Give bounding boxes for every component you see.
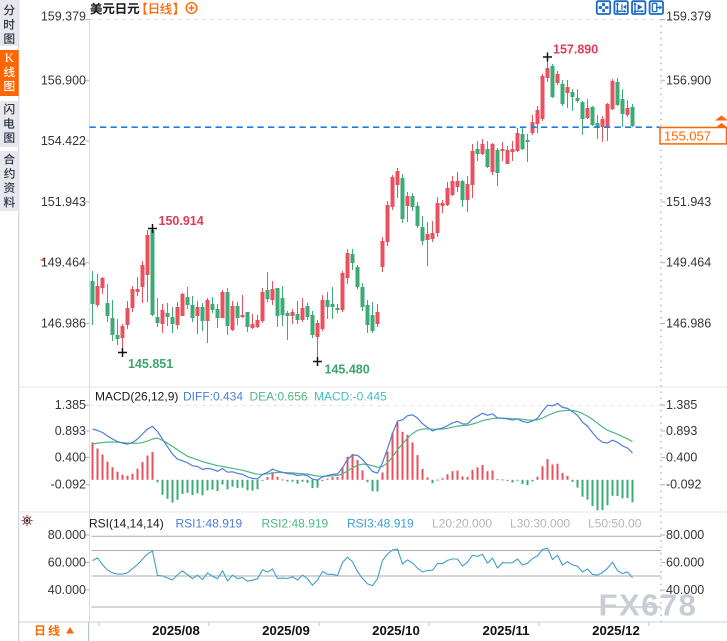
svg-text:146.986: 146.986 [666,317,711,331]
svg-text:156.900: 156.900 [666,73,711,87]
svg-text:-0.092: -0.092 [51,478,86,492]
svg-text:K: K [5,50,15,65]
svg-text:151.943: 151.943 [41,195,86,209]
svg-text:150.914: 150.914 [159,214,204,228]
svg-text:159.379: 159.379 [41,10,86,24]
svg-text:MACD(26,12,9): MACD(26,12,9) [95,390,178,404]
svg-text:L50:50.00: L50:50.00 [588,517,642,531]
svg-text:149.464: 149.464 [666,256,711,270]
svg-text:145.851: 145.851 [128,357,173,371]
svg-text:60.000: 60.000 [48,556,86,570]
svg-text:157.890: 157.890 [553,43,598,57]
svg-text:2025/10: 2025/10 [372,623,420,638]
svg-text:0.400: 0.400 [666,450,697,464]
svg-text:DIFF:0.434: DIFF:0.434 [183,390,243,404]
svg-text:156.900: 156.900 [41,73,86,87]
svg-text:154.422: 154.422 [41,134,86,148]
svg-text:60.000: 60.000 [666,556,704,570]
svg-text:155.057: 155.057 [664,128,711,143]
svg-text:L30:30.000: L30:30.000 [510,517,570,531]
svg-text:0.400: 0.400 [55,450,86,464]
svg-text:1.385: 1.385 [666,398,697,412]
svg-text:145.480: 145.480 [325,363,370,377]
svg-text:40.000: 40.000 [48,583,86,597]
svg-text:FX678: FX678 [599,588,698,623]
svg-text:RSI2:48.919: RSI2:48.919 [262,517,329,531]
svg-text:DEA:0.656: DEA:0.656 [250,390,308,404]
svg-text:80.000: 80.000 [666,528,704,542]
svg-text:159.379: 159.379 [666,10,711,24]
svg-text:RSI3:48.919: RSI3:48.919 [347,517,414,531]
svg-text:MACD:-0.445: MACD:-0.445 [314,390,387,404]
svg-text:RSI(14,14,14): RSI(14,14,14) [89,517,164,531]
svg-text:0.893: 0.893 [55,424,86,438]
svg-text:2025/12: 2025/12 [592,623,640,638]
svg-text:RSI1:48.919: RSI1:48.919 [176,517,243,531]
svg-text:80.000: 80.000 [48,528,86,542]
svg-text:40.000: 40.000 [666,583,704,597]
svg-text:0.893: 0.893 [666,424,697,438]
svg-text:146.986: 146.986 [41,317,86,331]
svg-text:2025/08: 2025/08 [152,623,200,638]
svg-text:149.464: 149.464 [41,256,86,270]
svg-text:2025/11: 2025/11 [483,623,530,638]
svg-text:151.943: 151.943 [666,195,711,209]
svg-text:2025/09: 2025/09 [262,623,310,638]
svg-text:1.385: 1.385 [55,398,86,412]
svg-text:-0.092: -0.092 [666,478,701,492]
svg-text:L20:20.000: L20:20.000 [432,517,492,531]
